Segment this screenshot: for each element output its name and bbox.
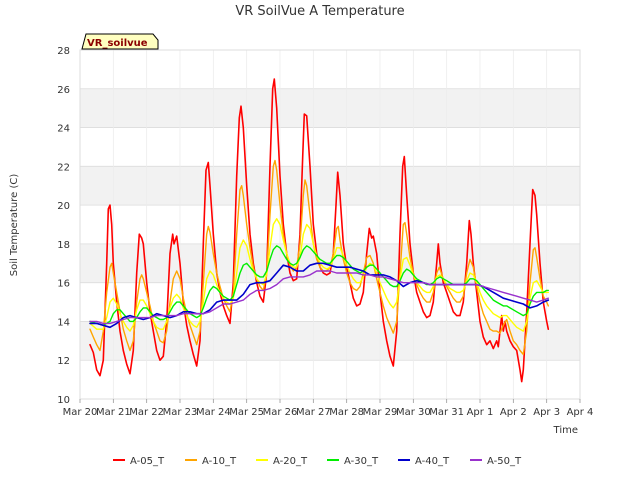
y-tick-label: 24 [57, 124, 70, 135]
legend-label: A-20_T [273, 456, 308, 467]
badge-label: VR_soilvue [87, 38, 148, 49]
x-tick-label: Apr 2 [500, 407, 527, 418]
chart-title: VR SoilVue A Temperature [235, 4, 404, 19]
x-tick-label: Apr 3 [533, 407, 560, 418]
x-tick-label: Mar 22 [129, 407, 164, 418]
badge-box [81, 33, 159, 50]
station-badge: VR_soilvue [81, 33, 159, 50]
x-tick-label: Mar 29 [363, 407, 398, 418]
legend-label: A-50_T [487, 456, 522, 467]
x-tick-label: Mar 31 [429, 407, 464, 418]
legend-label: A-30_T [344, 456, 379, 467]
y-tick-label: 10 [57, 395, 70, 406]
series-line-a-30-t [89, 245, 549, 326]
grid-lines [79, 49, 581, 400]
x-tick-label: Mar 24 [196, 407, 231, 418]
legend-label: A-05_T [130, 456, 165, 467]
plot-band [80, 166, 580, 206]
y-tick-label: 20 [57, 201, 70, 212]
y-tick-label: 22 [57, 162, 70, 173]
x-tick-label: Mar 26 [263, 407, 298, 418]
x-tick-label: Mar 20 [63, 407, 98, 418]
series-line-a-20-t [89, 217, 549, 332]
plot-area-border [79, 49, 581, 400]
series-lines [89, 78, 550, 383]
y-tick-label: 26 [57, 85, 70, 96]
x-tick-label: Apr 1 [467, 407, 494, 418]
x-tick-label: Apr 4 [567, 407, 594, 418]
y-tick-label: 28 [57, 46, 70, 57]
y-tick-label: 16 [57, 279, 70, 290]
legend-label: A-10_T [202, 456, 237, 467]
x-tick-label: Mar 23 [163, 407, 198, 418]
y-tick-label: 14 [57, 317, 70, 328]
legend-label: A-40_T [415, 456, 450, 467]
plot-background-bands [80, 88, 580, 361]
x-tick-label: Mar 25 [229, 407, 264, 418]
y-axis-label: Soil Temperature (C) [9, 174, 20, 277]
x-tick-label: Mar 30 [396, 407, 431, 418]
plot-band [80, 88, 580, 128]
x-tick-label: Mar 21 [96, 407, 131, 418]
x-axis-label: Time [553, 425, 578, 436]
y-tick-label: 18 [57, 240, 70, 251]
y-axis: 10 12 14 16 18 20 22 24 26 28 [57, 46, 70, 406]
x-tick-label: Mar 27 [296, 407, 331, 418]
series-line-a-50-t [89, 270, 549, 325]
y-tick-label: 12 [57, 356, 70, 367]
legend: A-05_T A-10_T A-20_T A-30_T A-40_T A-50_T [113, 456, 522, 467]
x-tick-label: Mar 28 [329, 407, 364, 418]
